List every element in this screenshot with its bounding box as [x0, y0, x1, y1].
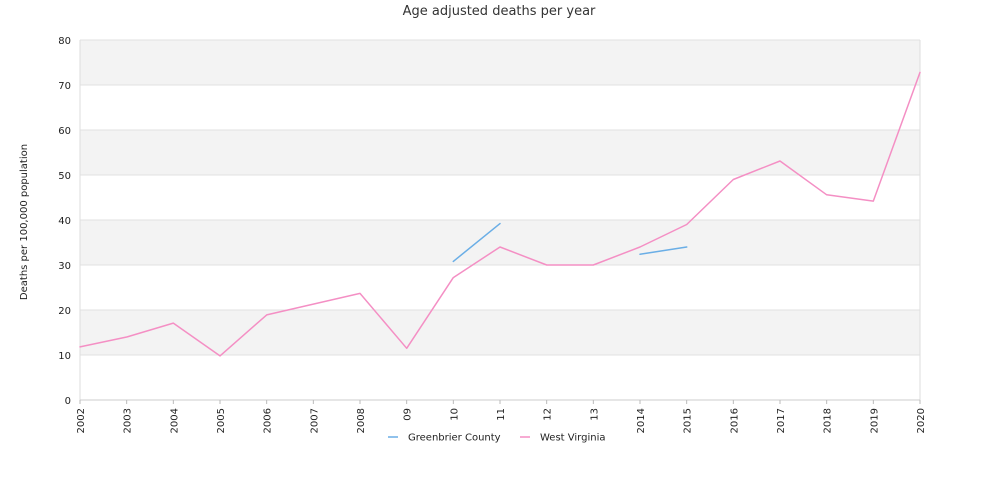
x-tick-label: 2016	[729, 408, 740, 433]
y-tick-label: 30	[58, 261, 71, 272]
chart-title: Age adjusted deaths per year	[403, 4, 596, 19]
series-line-west-virginia	[79, 71, 921, 357]
x-tick-label: 2019	[869, 408, 880, 433]
grid-band	[80, 310, 920, 355]
y-tick-label: 0	[65, 396, 71, 407]
legend-label: Greenbrier County	[408, 433, 501, 444]
y-tick-label: 10	[58, 351, 71, 362]
grid-band	[80, 85, 920, 130]
x-tick-label: 09	[403, 408, 414, 421]
x-tick-label: 13	[589, 408, 600, 421]
x-tick-labels: 2002 2003 2004 2005 2006 2007 2008 09 10 11 12 13 20…	[76, 400, 927, 433]
x-tick-label: 2002	[76, 408, 87, 433]
legend: Greenbrier County West Virginia	[388, 433, 605, 444]
y-tick-label: 60	[58, 126, 71, 137]
legend-label: West Virginia	[540, 433, 605, 444]
x-tick-label: 2020	[916, 408, 927, 433]
x-tick-label: 2007	[309, 408, 320, 433]
grid-bands	[80, 40, 920, 400]
grid-band	[80, 265, 920, 310]
x-tick-label: 2018	[823, 408, 834, 433]
x-tick-label: 2008	[356, 408, 367, 433]
grid-band	[80, 220, 920, 265]
grid-band	[80, 175, 920, 220]
y-tick-label: 70	[58, 81, 71, 92]
x-tick-label: 2017	[776, 408, 787, 433]
x-tick-label: 12	[543, 408, 554, 421]
x-tick-label: 2014	[636, 408, 647, 433]
x-tick-label: 11	[496, 408, 507, 421]
y-axis-title: Deaths per 100,000 population	[19, 144, 30, 300]
y-tick-labels: 0 10 20 30 40 50 60 70 80	[58, 36, 71, 407]
x-tick-label: 2005	[216, 408, 227, 433]
grid-band	[80, 355, 920, 400]
x-tick-label: 2015	[683, 408, 694, 433]
y-tick-label: 80	[58, 36, 71, 47]
y-tick-label: 20	[58, 306, 71, 317]
series-lines	[79, 71, 921, 357]
grid-band	[80, 130, 920, 175]
x-tick-label: 2003	[123, 408, 134, 433]
x-tick-label: 10	[449, 408, 460, 421]
x-tick-label: 2004	[169, 408, 180, 433]
y-tick-label: 40	[58, 216, 71, 227]
grid-band	[80, 40, 920, 85]
y-tick-label: 50	[58, 171, 71, 182]
series-line-greenbrier-county	[452, 222, 688, 263]
x-tick-label: 2006	[263, 408, 274, 433]
